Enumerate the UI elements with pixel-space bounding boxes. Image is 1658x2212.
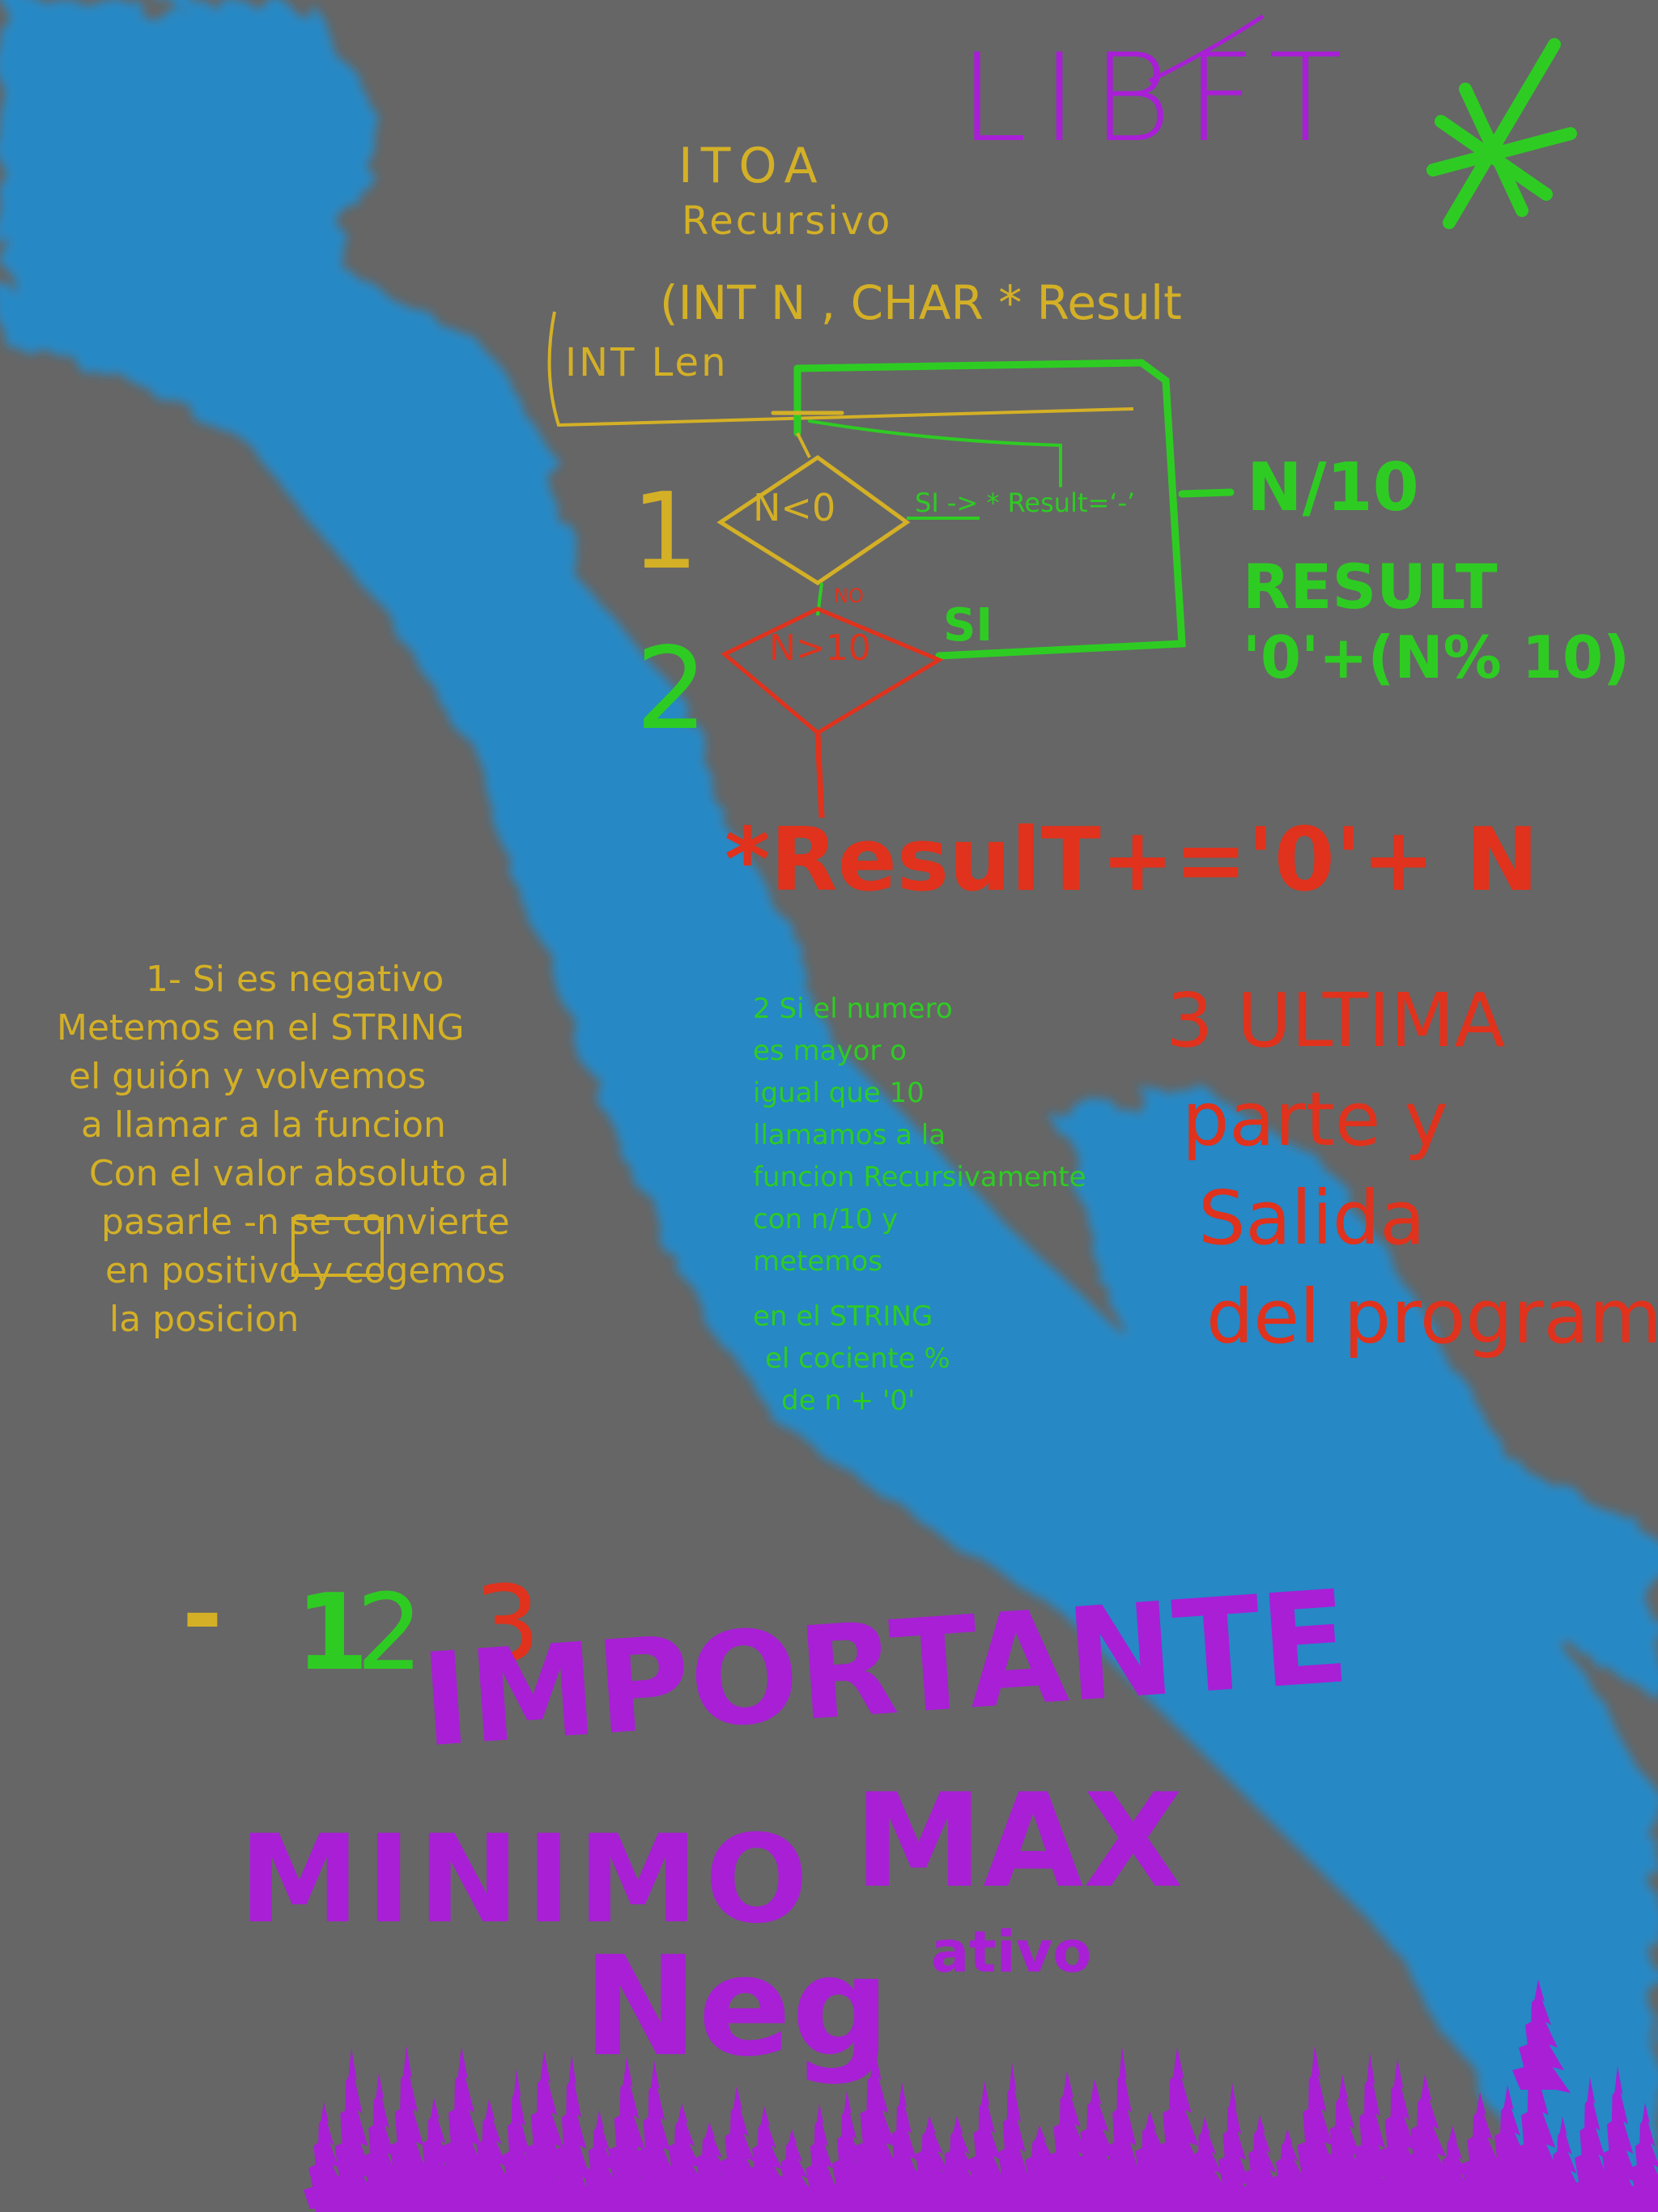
note1-line: 1- Si es negativo [146, 959, 444, 1000]
warning-negative-small: ativo [931, 1919, 1092, 1985]
pine-tree [1344, 2052, 1396, 2212]
note2-line: con n/10 y [753, 1203, 899, 1236]
recursion-loop [771, 359, 1235, 660]
warning-min: MINIMO [239, 1810, 815, 1950]
params-bracket [547, 311, 1134, 428]
example-minus: - [182, 1559, 223, 1671]
decision1-no: NO [834, 585, 864, 607]
note2-line: en el STRING [753, 1300, 933, 1333]
note2-line: es mayor o [753, 1035, 907, 1067]
note-recursive: 2 Si el numero es mayor o igual que 10 l… [753, 988, 1086, 1422]
pine-tree [323, 2048, 380, 2212]
pine-tree [1209, 2082, 1256, 2212]
warning-negative-main: Neg [583, 1927, 891, 2087]
note-negative: 1- Si es negativo Metemos en el STRING e… [57, 955, 510, 1344]
note1-line: el guión y volvemos [69, 1056, 427, 1097]
final-statement: *ResulT+='0'+ N [725, 810, 1539, 911]
example-digit-1: 1 [295, 1571, 369, 1694]
page-title: LIBFT [959, 28, 1358, 169]
note2-line: de n + '0' [781, 1385, 916, 1417]
note2-line: el cociente % [765, 1342, 950, 1375]
decision2-diamond [721, 606, 944, 819]
recursion-label-1: N/10 [1247, 449, 1419, 526]
pine-tree [1564, 2077, 1616, 2212]
recursion-label-3: '0'+(N% 10) [1243, 623, 1630, 691]
note2-line: llamamos a la [753, 1119, 946, 1151]
pine-tree [494, 2069, 539, 2212]
note1-line: la posicion [109, 1299, 300, 1340]
decision2-yes: SI [943, 599, 993, 652]
function-subtitle: Recursivo [682, 198, 893, 244]
note3-line: parte y [1182, 1076, 1448, 1163]
note2-line: metemos [753, 1245, 882, 1278]
note3-line: del programa [1206, 1274, 1658, 1360]
warning-max: MAX [854, 1765, 1184, 1916]
title-flourish [1148, 14, 1265, 83]
recursion-label-2: RESULT [1243, 551, 1498, 623]
decision1-yes: SI -> * Result=‘-’ [915, 487, 1136, 518]
note2-line: funcion Recursivamente [753, 1161, 1086, 1193]
step2-number: 2 [636, 623, 708, 755]
note3-line: Salida [1198, 1175, 1426, 1261]
green-asterisk-icon [1426, 38, 1577, 229]
note2-line: 2 Si el numero [753, 993, 953, 1025]
function-params: (INT N , CHAR * Result [660, 275, 1182, 330]
pine-tree [989, 2061, 1035, 2212]
note3-line: 3 ULTIMA [1166, 977, 1506, 1064]
note1-line: a llamar a la funcion [81, 1104, 446, 1146]
pine-tree [797, 2103, 842, 2212]
pine-tree [1591, 2065, 1644, 2212]
decision2-label: N>10 [769, 627, 871, 669]
note2-line: igual que 10 [753, 1077, 925, 1109]
function-name: ITOA [678, 138, 826, 194]
example-digit-3: 3 [474, 1563, 541, 1686]
note1-line: en positivo y cogemos [105, 1250, 506, 1291]
pine-tree [957, 2080, 1012, 2212]
note1-line: Metemos en el STRING [57, 1007, 465, 1049]
note1-line: pasarle -n se convierte [101, 1202, 510, 1243]
pine-tree [1506, 1980, 1571, 2093]
note1-line: Con el valor absoluto al [89, 1153, 510, 1194]
neg-n-box [291, 1217, 384, 1277]
function-extra-param: INT Len [565, 340, 729, 385]
tree-line-base [316, 2186, 1658, 2212]
note-final: 3 ULTIMA parte y Salida del programa [1166, 972, 1658, 1367]
step1-number: 1 [631, 470, 699, 593]
example-digit-2: 2 [356, 1571, 423, 1694]
purple-pine-trees-icon [298, 1980, 1658, 2212]
decision1-label: N<0 [753, 486, 836, 530]
pine-tree [1501, 2050, 1569, 2212]
pine-tree [1620, 2102, 1658, 2212]
